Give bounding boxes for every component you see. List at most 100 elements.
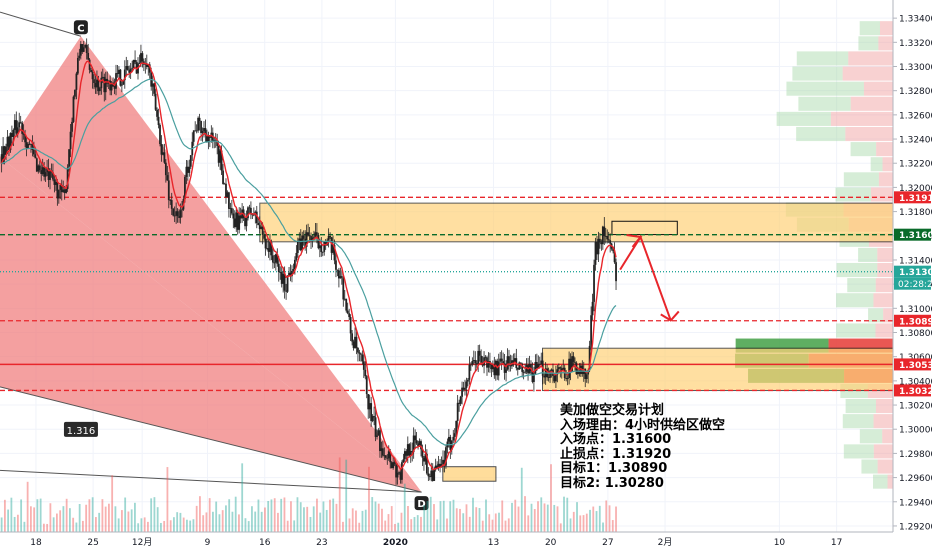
ema-slow [1, 78, 617, 446]
volume-bar [589, 509, 591, 532]
candle-body [483, 357, 485, 366]
volume-bar [400, 512, 403, 532]
candle-body [386, 457, 389, 459]
candle-body [60, 184, 63, 193]
candle-body [12, 129, 15, 138]
volume-bar [218, 514, 221, 532]
candle-body [374, 417, 377, 437]
supply-zone [259, 202, 894, 243]
candle-body [600, 242, 603, 245]
volume-bar [169, 520, 172, 532]
volume-bar [543, 503, 546, 532]
volume-profile-up [836, 262, 878, 278]
candle-body [601, 226, 604, 245]
volume-bar [316, 498, 318, 532]
candle-body [597, 238, 600, 255]
volume-bar [244, 518, 247, 532]
candle-body [173, 215, 176, 217]
candle-body [311, 237, 314, 242]
candle-body [258, 225, 261, 229]
volume-bar [491, 519, 494, 532]
trade-plan-entry: 入场点：1.31600 [560, 432, 672, 447]
candle-body [57, 189, 60, 199]
candle-body [251, 214, 254, 216]
volume-bar [117, 518, 120, 532]
candle-body [357, 347, 359, 353]
volume-bar [582, 515, 585, 532]
candle-body [53, 179, 56, 185]
volume-bar [202, 515, 205, 532]
candle-body [424, 453, 427, 462]
candle-body [217, 145, 220, 163]
candle-body [126, 66, 129, 71]
candle-body [44, 172, 47, 177]
volume-bar [615, 506, 617, 532]
candle-body [66, 167, 69, 189]
candle-body [3, 146, 6, 155]
volume-bar [23, 521, 26, 532]
volume-bar [290, 501, 292, 532]
candle-body [59, 184, 62, 190]
volume-bar [0, 517, 3, 532]
volume-profile-up [792, 66, 843, 81]
volume-bar [286, 520, 289, 532]
candle-body [22, 133, 25, 135]
volume-bar [254, 511, 257, 532]
candle-body [119, 69, 122, 86]
volume-bar [595, 511, 598, 532]
candle-body [535, 362, 538, 369]
candle-body [188, 166, 191, 173]
volume-bar [189, 520, 192, 532]
volume-profile-down [873, 414, 893, 429]
volume-bar [137, 523, 140, 532]
candle-body [519, 362, 522, 364]
candle-body [314, 232, 317, 237]
candle-body [261, 226, 264, 235]
candle-body [579, 365, 582, 374]
volume-bar [241, 463, 244, 532]
candle-body [101, 76, 104, 78]
candle-body [229, 208, 232, 209]
volume-profile-up [859, 429, 883, 444]
volume-bar [494, 513, 497, 532]
trade-plan-title: 美加做空交易计划 [560, 403, 665, 418]
candle-body [352, 341, 355, 348]
price-tick-label: 1.29600 [899, 474, 932, 484]
candle-body [538, 364, 541, 365]
candle-body [332, 245, 334, 253]
time-tick-label: 18 [30, 538, 42, 548]
volume-bar [173, 517, 175, 532]
candle-body [116, 73, 119, 74]
candle-body [277, 263, 280, 273]
candle-body [502, 361, 505, 364]
candle-body [291, 270, 293, 277]
volume-bar [550, 464, 552, 532]
candle-body [437, 463, 440, 468]
candle-body [594, 242, 597, 265]
candle-body [521, 363, 524, 372]
candle-body [225, 183, 227, 197]
candle-body [493, 364, 496, 376]
price-tick-label: 1.33200 [899, 39, 932, 49]
candle-body [47, 168, 50, 180]
price-tick-label: 1.32000 [899, 184, 932, 194]
candle-body [499, 358, 502, 362]
candle-body [203, 128, 205, 132]
candle-body [90, 69, 92, 73]
volume-bar [143, 517, 146, 532]
candle-body [135, 62, 138, 74]
candle-body [128, 70, 131, 73]
candle-body [93, 79, 95, 84]
candle-body [274, 254, 277, 263]
candle-body [156, 109, 158, 117]
candle-body [292, 269, 295, 271]
candle-body [606, 235, 609, 240]
volume-bar [611, 520, 614, 532]
candle-body [450, 440, 453, 450]
price-label-text: 1.30321 [899, 387, 932, 397]
candle-body [540, 360, 543, 365]
candle-body [555, 374, 557, 382]
volume-profile-up [859, 21, 880, 36]
candle-body [327, 236, 330, 241]
